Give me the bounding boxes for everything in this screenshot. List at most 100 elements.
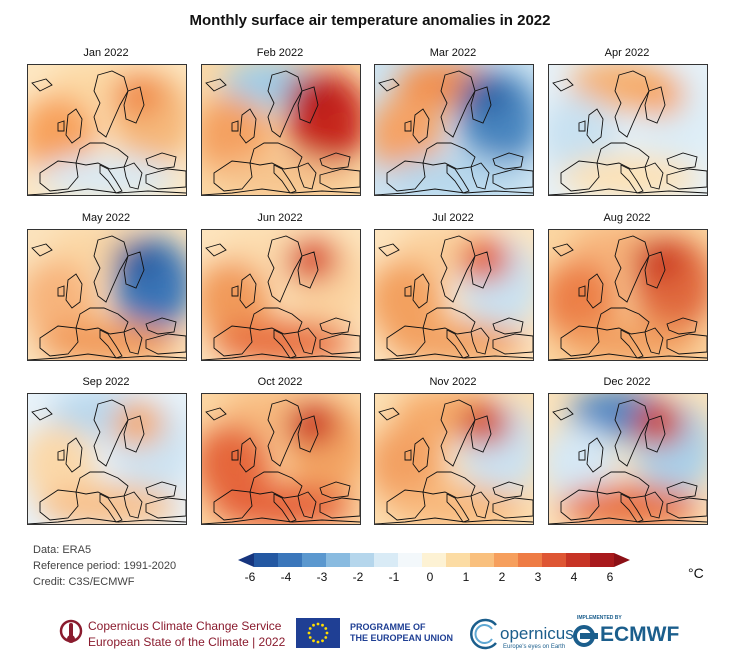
colorbar-arrow-high	[614, 553, 630, 567]
coastline	[666, 152, 698, 170]
coastline	[386, 160, 426, 192]
coastline	[205, 407, 227, 421]
eu-star-icon	[316, 640, 320, 644]
coastline	[666, 168, 707, 190]
coastline	[99, 493, 123, 523]
coastline	[273, 329, 297, 359]
coastline	[93, 399, 129, 467]
coastline	[378, 78, 400, 92]
coastline	[202, 353, 360, 360]
coastline	[319, 317, 351, 335]
c3s-logo-icon	[59, 619, 83, 643]
coastline	[297, 86, 319, 124]
eu-star-icon	[308, 627, 312, 630]
colorbar-cell	[398, 553, 422, 567]
coastline	[620, 329, 644, 359]
coastline	[620, 164, 644, 194]
colorbar-tick-label: 3	[534, 570, 542, 584]
eu-programme-text: PROGRAMME OF THE EUROPEAN UNION	[350, 622, 453, 644]
coastline	[666, 317, 698, 335]
anomaly-map	[374, 64, 534, 196]
colorbar-cell	[446, 553, 470, 567]
panel-title: Nov 2022	[429, 376, 477, 388]
colorbar-tick-label: -4	[280, 570, 292, 584]
data-source-text: Data: ERA5	[33, 544, 92, 556]
colorbar-cell	[494, 553, 518, 567]
coastline	[205, 243, 227, 257]
coastline	[231, 108, 257, 144]
coastline	[470, 415, 492, 453]
coastline	[404, 108, 430, 144]
panel-title: Jul 2022	[432, 212, 474, 224]
eu-line-2: THE EUROPEAN UNION	[350, 633, 454, 643]
eu-star-icon	[312, 639, 315, 643]
colorbar-cell	[566, 553, 590, 567]
coastline	[666, 497, 707, 519]
coastline	[75, 307, 129, 335]
figure-title: Monthly surface air temperature anomalie…	[189, 12, 551, 29]
coastline	[560, 160, 600, 192]
ecmwf-logo-icon	[573, 625, 598, 647]
coastline	[28, 353, 186, 360]
copernicus-logo-icon	[470, 618, 497, 650]
coastline	[123, 251, 145, 289]
coastline	[446, 329, 470, 359]
anomaly-map	[374, 393, 534, 525]
colorbar-tick-label: 0	[426, 570, 434, 584]
coastline	[123, 162, 143, 190]
coastline	[470, 491, 490, 519]
c3s-line-2: European State of the Climate | 2022	[88, 635, 286, 649]
anomaly-map	[548, 64, 708, 196]
coastline	[297, 327, 317, 355]
colorbar-tick-label: 6	[606, 570, 614, 584]
coastline	[57, 437, 83, 473]
coastline	[93, 70, 129, 138]
coastline	[446, 493, 470, 523]
coastline	[560, 325, 600, 357]
eu-star-icon	[307, 631, 311, 635]
coastline	[319, 333, 360, 355]
c3s-logo-text: Copernicus Climate Change Service Europe…	[88, 618, 285, 650]
coastline	[319, 497, 360, 519]
colorbar-unit: °C	[688, 565, 704, 581]
eu-star-icon	[316, 622, 320, 626]
coastline	[267, 399, 303, 467]
colorbar-cell	[518, 553, 542, 567]
colorbar-cell	[278, 553, 302, 567]
coastline	[145, 168, 186, 190]
coastline	[75, 142, 129, 170]
colorbar-cell	[590, 553, 614, 567]
eu-star-icon	[308, 636, 312, 639]
coastline	[28, 188, 186, 195]
coastline	[319, 481, 351, 499]
colorbar-tick-label: 1	[462, 570, 470, 584]
coastline	[620, 493, 644, 523]
coastline	[404, 437, 430, 473]
panel-title: Feb 2022	[256, 47, 304, 59]
coastline	[319, 168, 360, 190]
coastline	[552, 407, 574, 421]
coastline	[614, 70, 650, 138]
anomaly-map	[201, 229, 361, 361]
coastline	[249, 471, 303, 499]
eu-line-1: PROGRAMME OF	[350, 622, 426, 632]
coastline	[644, 251, 666, 289]
colorbar-arrow-low	[238, 553, 254, 567]
colorbar-cell	[542, 553, 566, 567]
coastline	[375, 353, 533, 360]
eu-star-icon	[312, 623, 315, 627]
coastline	[231, 437, 257, 473]
colorbar-cell	[374, 553, 398, 567]
panel-title: Dec 2022	[603, 376, 651, 388]
coastline	[123, 491, 143, 519]
coastline	[319, 152, 351, 170]
colorbar	[238, 553, 630, 567]
panel-title: Jan 2022	[83, 47, 129, 59]
eu-flag-icon	[296, 618, 340, 648]
coastline	[549, 188, 707, 195]
panel-title: Mar 2022	[429, 47, 477, 59]
coastline	[99, 164, 123, 194]
coastline	[422, 471, 476, 499]
coastline	[549, 517, 707, 524]
coastline	[644, 162, 664, 190]
